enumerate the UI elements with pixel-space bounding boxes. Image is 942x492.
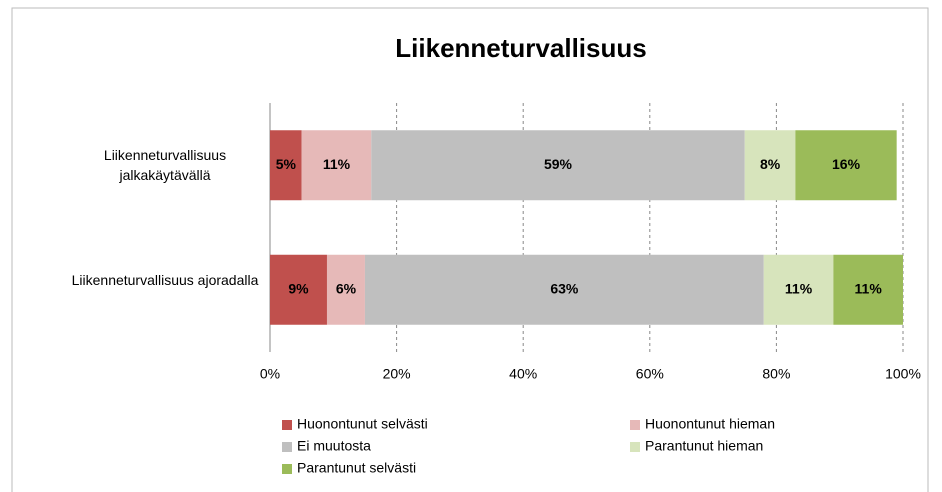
x-tick-label: 0% bbox=[260, 366, 280, 382]
legend-label: Ei muutosta bbox=[297, 438, 371, 454]
x-tick-label: 60% bbox=[636, 366, 664, 382]
data-label: 8% bbox=[760, 156, 781, 172]
chart-border bbox=[11, 7, 929, 492]
legend-swatch bbox=[282, 420, 292, 430]
data-label: 9% bbox=[288, 280, 309, 296]
bar-segment bbox=[364, 254, 764, 325]
legend-label: Parantunut hieman bbox=[645, 438, 763, 454]
bar-segment bbox=[270, 254, 327, 325]
bar-segment bbox=[833, 254, 903, 325]
data-label: 5% bbox=[276, 156, 297, 172]
legend-label: Huonontunut selvästi bbox=[297, 416, 428, 432]
data-label: 11% bbox=[855, 280, 883, 296]
bar-segment bbox=[763, 254, 834, 325]
data-label: 11% bbox=[323, 156, 351, 172]
legend-label: Huonontunut hieman bbox=[645, 416, 775, 432]
x-tick-label: 20% bbox=[383, 366, 411, 382]
bar-segment bbox=[744, 130, 796, 201]
y-tick-label: Liikenneturvallisuus jalkakäytävällä bbox=[103, 147, 227, 184]
bar-segment bbox=[795, 130, 897, 201]
y-tick-label: Liikenneturvallisuus ajoradalla bbox=[71, 271, 259, 288]
bar-segment bbox=[326, 254, 365, 325]
legend-swatch bbox=[630, 442, 640, 452]
bar-segment bbox=[270, 130, 302, 201]
legend-swatch bbox=[282, 442, 292, 452]
chart-title: Liikenneturvallisuus bbox=[395, 33, 646, 63]
data-label: 6% bbox=[336, 280, 357, 296]
legend-label: Parantunut selvästi bbox=[297, 460, 416, 476]
legend-swatch bbox=[630, 420, 640, 430]
data-label: 16% bbox=[832, 156, 861, 172]
bar-segment bbox=[371, 130, 745, 201]
x-tick-label: 80% bbox=[762, 366, 790, 382]
legend-swatch bbox=[282, 464, 292, 474]
data-label: 11% bbox=[785, 280, 813, 296]
bar-segment bbox=[301, 130, 372, 201]
x-tick-label: 100% bbox=[885, 366, 921, 382]
x-tick-label: 40% bbox=[509, 366, 537, 382]
data-label: 59% bbox=[544, 156, 573, 172]
data-label: 63% bbox=[550, 280, 579, 296]
